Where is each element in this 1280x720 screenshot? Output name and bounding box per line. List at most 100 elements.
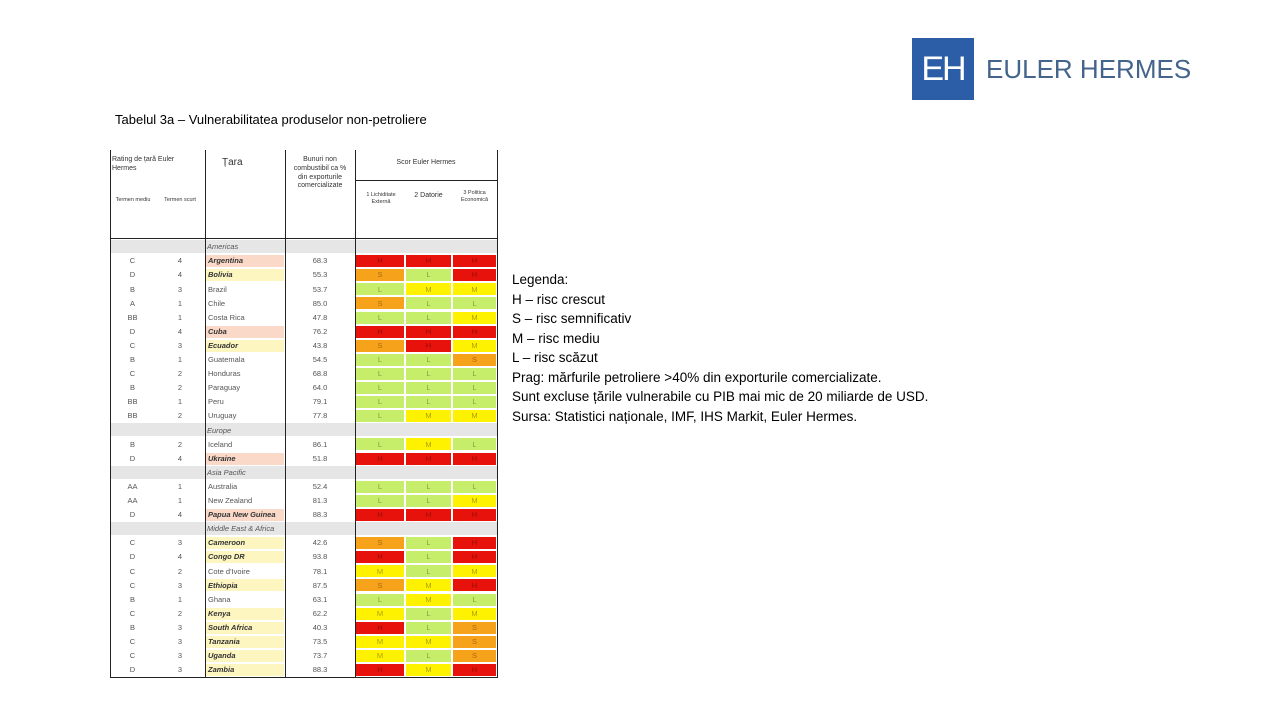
score-cell: L — [406, 311, 451, 324]
legend-line: Sursa: Statistici naționale, IMF, IHS Ma… — [512, 408, 858, 424]
country: Uganda — [206, 649, 284, 662]
table-bottom — [110, 677, 498, 679]
header-share: Bunuri non combustibil ca % din exportur… — [293, 156, 347, 190]
score-cell: L — [356, 396, 404, 409]
score-cell: H — [356, 551, 404, 564]
country: Ecuador — [206, 339, 284, 352]
score-cell: L — [406, 353, 451, 366]
rating-short: 3 — [177, 665, 183, 675]
rating-medium: B — [129, 622, 135, 632]
score-cell: L — [356, 593, 404, 606]
score-cell: L — [356, 283, 404, 296]
score-cell: S — [356, 297, 404, 310]
rating-medium: B — [129, 284, 135, 294]
score-cell: M — [453, 494, 496, 507]
score-cell: H — [453, 537, 496, 550]
country: Peru — [208, 397, 224, 407]
score-cell: L — [406, 565, 451, 578]
share-value: 88.3 — [312, 510, 328, 520]
region-name: Americas — [207, 242, 239, 252]
score-cell: L — [356, 311, 404, 324]
share-value: 68.8 — [312, 369, 328, 379]
share-value: 52.4 — [312, 481, 328, 491]
score-cell: H — [453, 579, 496, 592]
share-value: 47.8 — [312, 312, 328, 322]
share-value: 79.1 — [312, 397, 328, 407]
rating-short: 3 — [177, 622, 183, 632]
column-border — [497, 150, 498, 678]
rating-medium: AA — [127, 496, 138, 506]
rating-medium: D — [129, 453, 136, 463]
header-rating: Rating de țară Euler Hermes — [112, 156, 175, 172]
score-cell: M — [406, 438, 451, 451]
country: Costa Rica — [208, 312, 245, 322]
country: Uruguay — [208, 411, 237, 421]
share-value: 68.3 — [312, 256, 328, 266]
score-cell: L — [406, 537, 451, 550]
rating-short: 1 — [177, 496, 183, 506]
score-cell: M — [356, 607, 404, 620]
score-cell: L — [356, 480, 404, 493]
rating-medium: D — [129, 326, 136, 336]
share-value: 54.5 — [312, 355, 328, 365]
legend-line: L – risc scăzut — [512, 350, 598, 365]
legend-line: M – risc mediu — [512, 330, 600, 346]
rating-short: 1 — [177, 594, 183, 604]
rating-medium: BB — [127, 312, 138, 322]
header-score-1: 1 Lichiditate Externă — [366, 192, 396, 205]
score-cell: L — [356, 353, 404, 366]
rating-medium: B — [129, 383, 135, 393]
score-cell: L — [453, 382, 496, 395]
share-value: 73.7 — [312, 651, 328, 661]
score-cell: M — [406, 410, 451, 423]
score-cell: L — [453, 593, 496, 606]
region-row — [110, 423, 497, 437]
column-border — [355, 150, 356, 678]
rating-short: 3 — [177, 580, 183, 590]
rating-medium: D — [129, 270, 136, 280]
score-cell: L — [406, 269, 451, 282]
share-value: 86.1 — [312, 439, 328, 449]
score-cell: H — [406, 339, 451, 352]
rating-medium: B — [129, 355, 135, 365]
share-value: 40.3 — [312, 622, 328, 632]
score-cell: H — [356, 508, 404, 521]
rating-short: 2 — [177, 411, 183, 421]
score-cell: H — [453, 551, 496, 564]
score-cell: M — [406, 579, 451, 592]
score-cell: M — [453, 311, 496, 324]
score-cell: H — [406, 452, 451, 465]
score-cell: L — [406, 551, 451, 564]
rating-medium: AA — [127, 481, 138, 491]
rating-short: 2 — [177, 439, 183, 449]
header-medium: Termen mediu — [115, 197, 151, 203]
score-cell: H — [406, 325, 451, 338]
rating-short: 4 — [177, 326, 183, 336]
rating-medium: D — [129, 510, 136, 520]
rating-medium: B — [129, 594, 135, 604]
rating-short: 3 — [177, 651, 183, 661]
country: Ethiopia — [206, 579, 284, 592]
score-cell: H — [406, 508, 451, 521]
country: Cuba — [206, 325, 284, 338]
table-title: Tabelul 3a – Vulnerabilitatea produselor… — [115, 112, 427, 127]
score-cell: H — [356, 255, 404, 268]
score-cell: M — [453, 410, 496, 423]
column-border — [110, 150, 111, 678]
rating-medium: C — [129, 256, 136, 266]
score-cell: L — [453, 480, 496, 493]
share-value: 55.3 — [312, 270, 328, 280]
score-cell: L — [406, 621, 451, 634]
rating-medium: D — [129, 665, 136, 675]
share-value: 62.2 — [312, 608, 328, 618]
rating-short: 3 — [177, 637, 183, 647]
rating-short: 1 — [177, 312, 183, 322]
score-cell: L — [356, 410, 404, 423]
share-value: 51.8 — [312, 453, 328, 463]
score-cell: H — [356, 621, 404, 634]
legend-line: Sunt excluse țările vulnerabile cu PIB m… — [512, 389, 929, 404]
score-cell: H — [356, 325, 404, 338]
rating-medium: C — [129, 637, 136, 647]
rating-short: 2 — [177, 383, 183, 393]
